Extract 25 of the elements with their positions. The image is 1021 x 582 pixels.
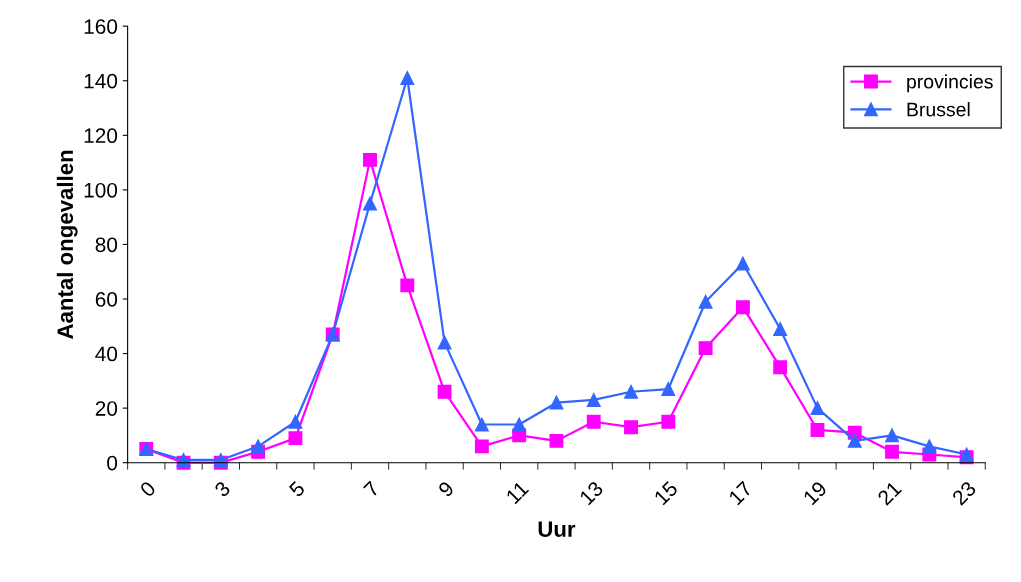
y-tick-label: 100 — [84, 182, 118, 198]
x-tick-label: 7 — [363, 480, 380, 498]
x-tick-label: 19 — [802, 480, 828, 506]
y-tick-label: 120 — [84, 128, 118, 144]
x-tick-label: 5 — [288, 480, 306, 498]
x-tick-label: 11 — [505, 480, 530, 505]
x-tick-label: 3 — [213, 480, 232, 498]
x-tick-label: 15 — [653, 480, 679, 506]
y-tick-label: 20 — [95, 401, 118, 416]
x-tick-label: 17 — [728, 480, 753, 506]
x-tick-label: 0 — [139, 480, 157, 498]
y-tick-label: 80 — [95, 237, 118, 253]
y-tick-label: 160 — [84, 19, 118, 34]
y-axis-title: Aantal ongevallen — [56, 150, 78, 339]
y-tick-label: 0 — [107, 455, 118, 471]
y-tick-label: 140 — [84, 73, 118, 89]
x-tick-label: 13 — [578, 480, 604, 506]
legend-label: provincies — [907, 74, 993, 93]
x-tick-label: 21 — [876, 480, 902, 506]
y-tick-label: 40 — [95, 346, 118, 362]
y-tick-label: 60 — [95, 292, 118, 307]
legend-label: Brussel — [907, 102, 970, 117]
x-tick-label: 23 — [951, 480, 977, 506]
x-tick-label: 9 — [437, 480, 455, 498]
x-axis-title: Uur — [538, 521, 576, 537]
